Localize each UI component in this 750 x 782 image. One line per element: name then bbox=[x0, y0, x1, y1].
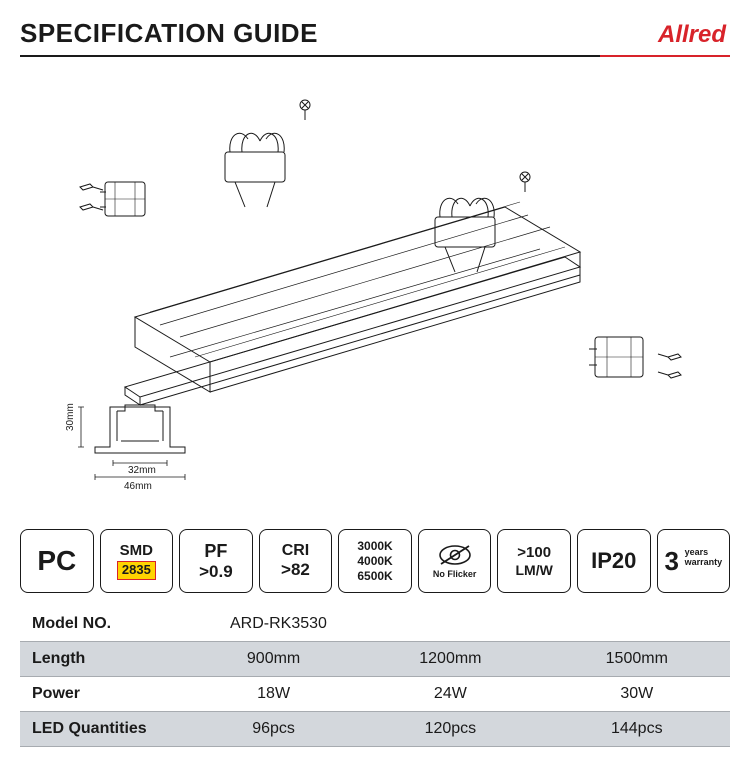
badge-warranty-small2: warranty bbox=[685, 557, 723, 567]
table-cell: 900mm bbox=[190, 642, 357, 677]
table-cell: ARD-RK3530 bbox=[190, 607, 730, 642]
badge-cct-2: 4000K bbox=[357, 554, 392, 569]
table-cell: 144pcs bbox=[544, 712, 730, 747]
product-exploded-diagram: 30mm 32mm 46mm bbox=[20, 57, 730, 525]
badge-smd-chip: 2835 bbox=[117, 561, 156, 580]
dim-height: 30mm bbox=[65, 403, 76, 431]
badge-lm-bot: LM/W bbox=[515, 562, 552, 578]
badge-ip: IP20 bbox=[577, 529, 651, 593]
no-flicker-icon bbox=[438, 543, 472, 567]
table-row-led-qty: LED Quantities 96pcs 120pcs 144pcs bbox=[20, 712, 730, 747]
table-row-model: Model NO. ARD-RK3530 bbox=[20, 607, 730, 642]
table-label: Model NO. bbox=[20, 607, 190, 642]
badge-lumens: >100 LM/W bbox=[497, 529, 571, 593]
badge-cct-1: 3000K bbox=[357, 539, 392, 554]
badge-pf: PF >0.9 bbox=[179, 529, 253, 593]
badge-cri-value: >82 bbox=[281, 560, 310, 580]
table-cell: 96pcs bbox=[190, 712, 357, 747]
table-cell: 1500mm bbox=[544, 642, 730, 677]
badge-cri: CRI >82 bbox=[259, 529, 333, 593]
badge-no-flicker: No Flicker bbox=[418, 529, 492, 593]
badge-cct: 3000K 4000K 6500K bbox=[338, 529, 412, 593]
badge-pc-text: PC bbox=[37, 545, 76, 577]
feature-badge-row: PC SMD 2835 PF >0.9 CRI >82 3000K 4000K … bbox=[20, 529, 730, 593]
table-cell: 24W bbox=[357, 677, 543, 712]
dim-flange-width: 46mm bbox=[124, 481, 152, 492]
badge-cri-label: CRI bbox=[282, 542, 310, 560]
badge-cct-3: 6500K bbox=[357, 569, 392, 584]
badge-pc: PC bbox=[20, 529, 94, 593]
badge-smd-label: SMD bbox=[120, 542, 153, 559]
table-label: Power bbox=[20, 677, 190, 712]
spec-table: Model NO. ARD-RK3530 Length 900mm 1200mm… bbox=[20, 607, 730, 747]
table-label: LED Quantities bbox=[20, 712, 190, 747]
page-header: SPECIFICATION GUIDE Allred bbox=[20, 18, 730, 57]
table-cell: 1200mm bbox=[357, 642, 543, 677]
badge-warranty: 3 years warranty bbox=[657, 529, 731, 593]
dim-inner-width: 32mm bbox=[128, 465, 156, 476]
spec-guide-page: SPECIFICATION GUIDE Allred bbox=[0, 0, 750, 782]
page-title: SPECIFICATION GUIDE bbox=[20, 18, 318, 49]
badge-pf-value: >0.9 bbox=[199, 562, 233, 582]
table-row-power: Power 18W 24W 30W bbox=[20, 677, 730, 712]
badge-lm-top: >100 bbox=[517, 544, 551, 561]
diagram-svg: 30mm 32mm 46mm bbox=[20, 57, 730, 525]
badge-ip-text: IP20 bbox=[591, 548, 636, 573]
badge-no-flicker-label: No Flicker bbox=[433, 569, 477, 579]
table-cell: 120pcs bbox=[357, 712, 543, 747]
badge-warranty-small1: years bbox=[685, 547, 709, 557]
table-cell: 18W bbox=[190, 677, 357, 712]
badge-warranty-small: years warranty bbox=[685, 548, 723, 568]
table-label: Length bbox=[20, 642, 190, 677]
table-row-length: Length 900mm 1200mm 1500mm bbox=[20, 642, 730, 677]
badge-warranty-years: 3 bbox=[664, 548, 678, 574]
badge-smd: SMD 2835 bbox=[100, 529, 174, 593]
brand-logo: Allred bbox=[658, 21, 730, 49]
badge-pf-label: PF bbox=[204, 541, 227, 562]
table-cell: 30W bbox=[544, 677, 730, 712]
